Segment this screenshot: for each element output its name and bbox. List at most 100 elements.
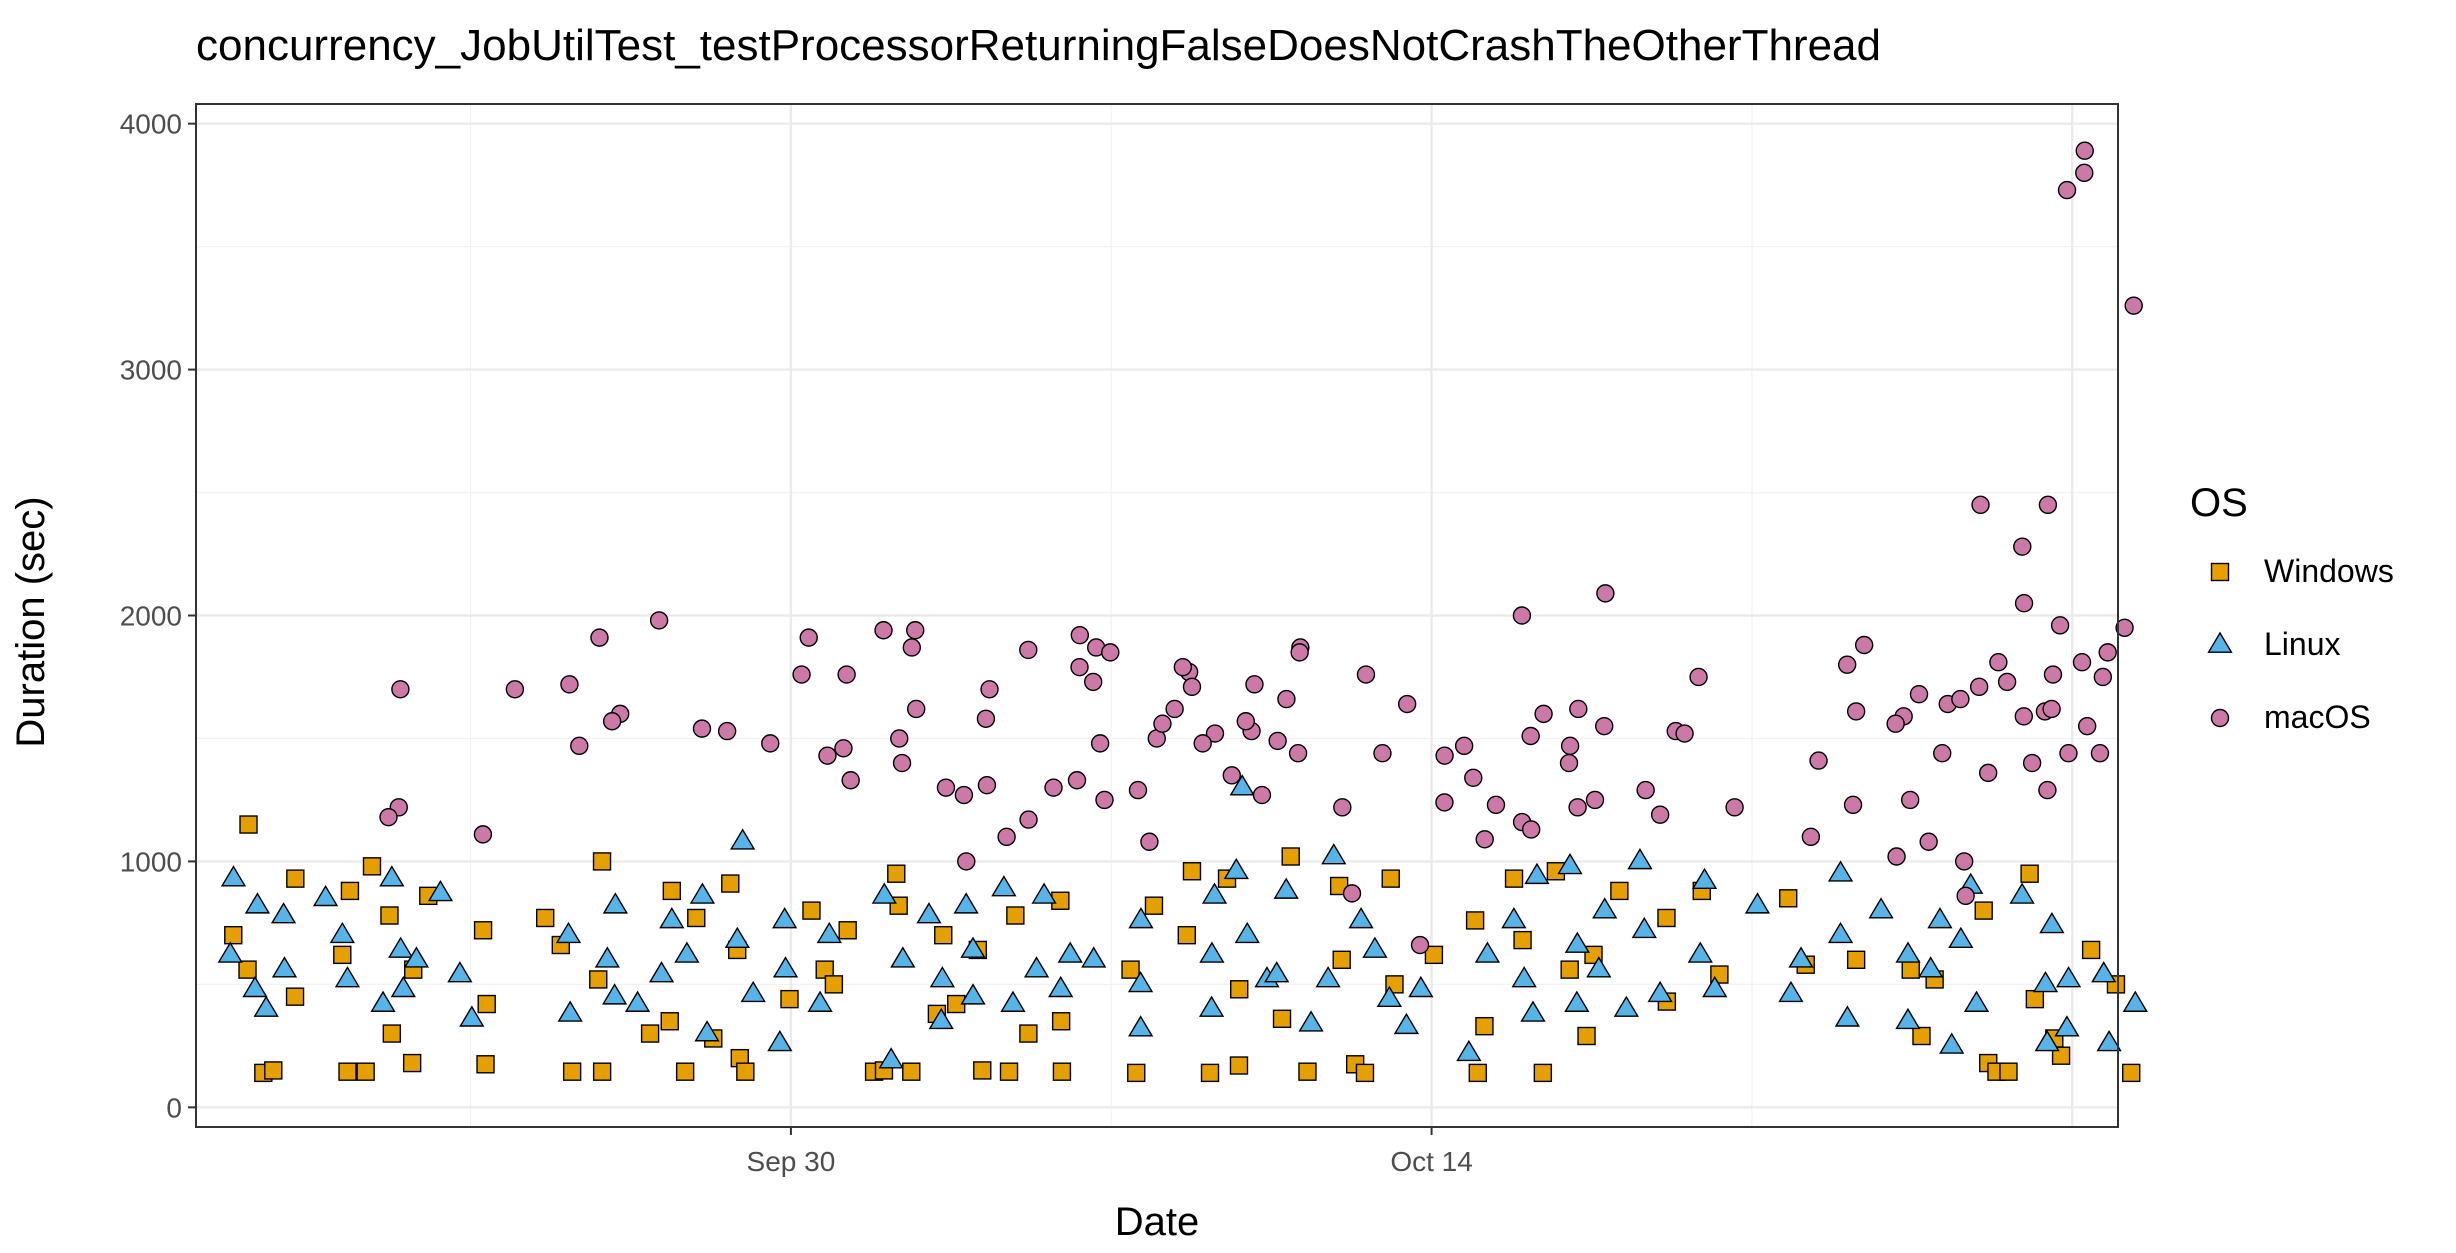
point-linux xyxy=(1592,897,1618,919)
point-macos xyxy=(1809,751,1828,770)
point-macos xyxy=(1886,714,1905,733)
point-windows xyxy=(1533,1063,1553,1083)
point-windows xyxy=(2051,1046,2071,1065)
point-windows xyxy=(380,906,399,925)
point-macos xyxy=(2115,618,2134,637)
point-macos xyxy=(1900,790,1920,810)
point-macos xyxy=(841,771,860,790)
point-macos xyxy=(1165,699,1184,719)
point-windows xyxy=(238,960,257,979)
point-linux xyxy=(270,902,297,924)
point-macos xyxy=(1486,795,1506,815)
point-linux xyxy=(271,956,298,978)
point-macos xyxy=(1843,795,1863,815)
point-windows xyxy=(285,987,305,1006)
point-macos xyxy=(1153,714,1172,733)
legend-key-linux xyxy=(2207,631,2233,653)
point-linux xyxy=(1393,1012,1420,1035)
point-macos xyxy=(957,852,976,871)
point-macos xyxy=(602,712,622,731)
point-macos xyxy=(2098,643,2117,662)
point-windows xyxy=(934,925,953,945)
point-linux xyxy=(2032,970,2059,993)
point-macos xyxy=(1090,734,1110,753)
point-linux xyxy=(674,941,700,963)
point-windows xyxy=(687,908,706,928)
point-macos xyxy=(799,628,818,647)
point-linux xyxy=(1687,941,1713,963)
point-linux xyxy=(244,892,271,914)
point-linux xyxy=(2122,990,2148,1012)
point-linux xyxy=(403,946,430,968)
point-macos xyxy=(1909,684,1929,704)
point-macos xyxy=(1173,657,1193,677)
point-macos xyxy=(1252,785,1272,805)
point-linux xyxy=(960,983,986,1005)
point-linux xyxy=(991,875,1017,897)
point-macos xyxy=(1290,643,1309,662)
point-windows xyxy=(1281,847,1300,866)
point-windows xyxy=(780,989,799,1009)
point-windows xyxy=(1006,906,1025,925)
point-windows xyxy=(902,1062,921,1081)
point-macos xyxy=(997,827,1016,847)
point-windows xyxy=(675,1062,695,1081)
point-macos xyxy=(906,621,925,640)
y-tick-label: 3000 xyxy=(120,355,182,386)
point-linux xyxy=(601,983,628,1005)
point-linux xyxy=(1127,970,1154,993)
point-macos xyxy=(590,628,609,647)
point-windows xyxy=(640,1024,660,1043)
point-macos xyxy=(2038,780,2057,800)
point-macos xyxy=(2043,665,2063,684)
point-linux xyxy=(1298,1010,1324,1032)
point-linux xyxy=(1586,956,1612,978)
point-windows xyxy=(887,864,906,883)
point-windows xyxy=(2081,940,2101,960)
point-windows xyxy=(264,1061,283,1080)
point-linux xyxy=(1474,941,1501,963)
point-macos xyxy=(1560,736,1580,756)
point-windows xyxy=(1468,1063,1488,1083)
point-macos xyxy=(560,675,579,694)
point-macos xyxy=(473,825,493,844)
point-linux xyxy=(2054,1015,2080,1037)
point-macos xyxy=(2050,616,2070,635)
y-axis-label: Duration (sec) xyxy=(9,496,53,747)
point-windows xyxy=(1298,1062,1317,1081)
point-windows xyxy=(1200,1063,1220,1083)
x-tick-label: Sep 30 xyxy=(747,1146,836,1177)
point-linux xyxy=(1564,990,1590,1012)
point-macos xyxy=(391,680,410,699)
point-macos xyxy=(936,778,956,797)
point-windows xyxy=(589,970,608,989)
point-macos xyxy=(792,665,811,684)
legend-title: OS xyxy=(2190,481,2248,525)
point-macos xyxy=(1356,665,1376,684)
legend: OS Windows Linux macOS xyxy=(2190,481,2394,735)
point-linux xyxy=(740,980,766,1003)
point-macos xyxy=(1019,810,1038,829)
point-windows xyxy=(362,857,382,876)
point-windows xyxy=(1465,911,1485,930)
point-macos xyxy=(1084,672,1103,692)
point-macos xyxy=(892,753,912,773)
point-macos xyxy=(379,807,398,827)
point-macos xyxy=(1969,677,1989,697)
data-points xyxy=(217,141,2148,1083)
point-windows xyxy=(2020,864,2039,883)
y-tick-label: 1000 xyxy=(120,846,182,877)
point-macos xyxy=(1193,734,1212,753)
point-macos xyxy=(1070,657,1089,677)
point-windows xyxy=(1475,1016,1494,1036)
point-macos xyxy=(1101,643,1120,662)
point-macos xyxy=(2077,716,2097,736)
point-windows xyxy=(1121,960,1140,979)
point-macos xyxy=(1675,724,1694,743)
x-axis-label: Date xyxy=(1115,1200,1200,1244)
point-linux xyxy=(1520,1000,1546,1022)
point-windows xyxy=(1513,930,1532,950)
point-windows xyxy=(1657,908,1676,928)
point-macos xyxy=(1725,798,1744,817)
point-linux xyxy=(2091,961,2117,983)
